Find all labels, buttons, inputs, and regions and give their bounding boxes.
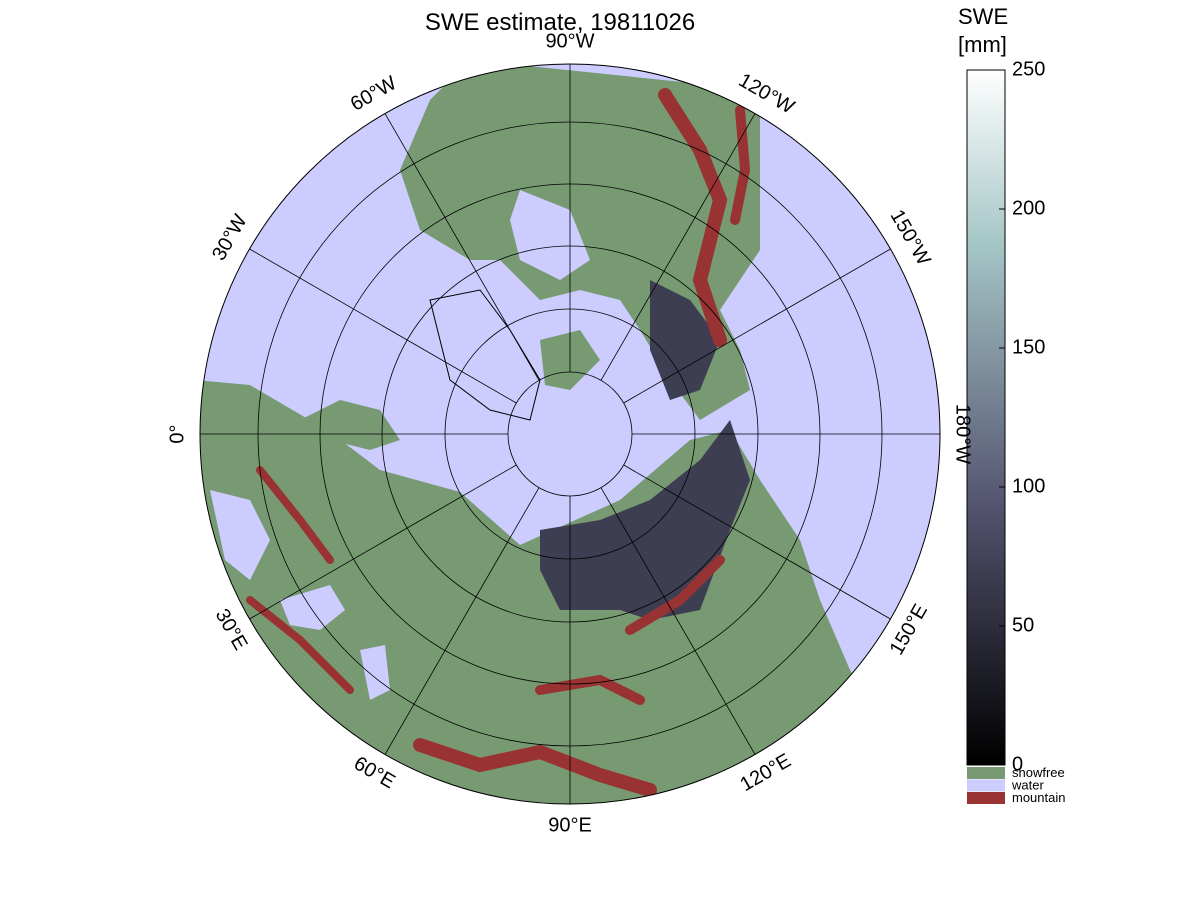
mountains <box>246 88 751 797</box>
meridian <box>623 248 891 404</box>
legend-swatch <box>967 767 1005 779</box>
longitude-label: 0° <box>166 424 188 443</box>
greenland <box>429 289 541 421</box>
meridian <box>600 487 756 755</box>
longitude-label: 90°W <box>545 30 594 52</box>
legend-label: snowfree <box>1012 765 1065 780</box>
map-frame <box>199 63 941 805</box>
legend-label: water <box>1011 778 1044 793</box>
longitude-label: 180°W <box>952 404 974 464</box>
colorbar-tick-label: 0 <box>1012 753 1023 775</box>
caspian <box>360 645 390 700</box>
colorbar-title: [mm] <box>958 32 1007 57</box>
longitude-label: 90°E <box>548 814 592 836</box>
europe-north <box>300 400 400 450</box>
snow-cover <box>650 280 720 400</box>
graticule <box>200 64 940 804</box>
mediterranean <box>210 490 270 580</box>
colorbar-tick-label: 200 <box>1012 197 1045 219</box>
meridian <box>623 464 891 620</box>
colorbar-tick-label: 150 <box>1012 336 1045 358</box>
colorbar-title: SWE <box>958 4 1008 29</box>
meridian <box>384 113 540 381</box>
legend-swatch <box>967 779 1005 792</box>
legend-label: mountain <box>1012 790 1065 805</box>
colorbar-tick-label: 100 <box>1012 475 1045 497</box>
meridian <box>600 113 756 381</box>
legend-swatch <box>967 792 1005 804</box>
colorbar <box>966 69 1006 766</box>
colorbar-tick-label: 250 <box>1012 58 1045 80</box>
map <box>200 64 940 804</box>
map-title: SWE estimate, 19811026 <box>425 9 695 36</box>
colorbar-tick-label: 50 <box>1012 614 1034 636</box>
snow-cover <box>540 420 750 620</box>
meridian <box>384 487 540 755</box>
meridian <box>249 464 517 620</box>
meridian <box>249 248 517 404</box>
black-sea <box>280 585 345 630</box>
